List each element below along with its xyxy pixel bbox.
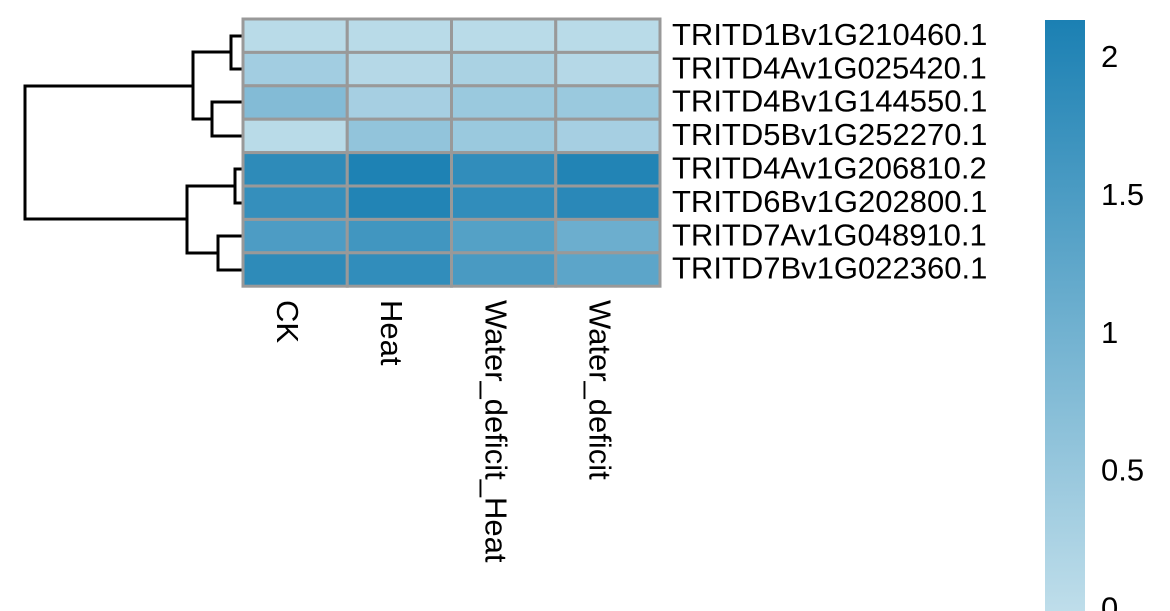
- row-label: TRITD4Av1G025420.1: [672, 50, 987, 85]
- heatmap-cell: [554, 117, 662, 155]
- heatmap-cell: [345, 84, 453, 121]
- colorbar-tick-label: 0: [1101, 591, 1118, 611]
- row-label: TRITD5Bv1G252270.1: [672, 117, 987, 152]
- heatmap-cell: [241, 117, 349, 155]
- row-label: TRITD4Av1G206810.2: [672, 150, 987, 185]
- heatmap-cell: [554, 184, 662, 221]
- heatmap-cell: [345, 217, 453, 255]
- column-label: CK: [270, 300, 305, 343]
- colorbar-tick-label: 1: [1101, 315, 1118, 350]
- heatmap-cell: [450, 151, 558, 188]
- column-label: Water_deficit_Heat: [478, 300, 513, 563]
- column-label: Water_deficit: [583, 300, 618, 480]
- heatmap-cell: [554, 84, 662, 121]
- heatmap-cell: [450, 251, 558, 288]
- colorbar: [1045, 20, 1085, 611]
- heatmap-cell: [345, 117, 453, 155]
- heatmap-cell: [450, 184, 558, 221]
- heatmap-cell: [450, 117, 558, 155]
- heatmap-cell: [241, 84, 349, 121]
- row-label: TRITD7Av1G048910.1: [672, 217, 987, 252]
- row-label: TRITD1Bv1G210460.1: [672, 17, 987, 52]
- heatmap-cell: [241, 17, 349, 54]
- heatmap-cell: [450, 17, 558, 54]
- heatmap-cell: [241, 251, 349, 288]
- colorbar-tick-label: 0.5: [1101, 453, 1144, 488]
- heatmap-cell: [554, 251, 662, 288]
- heatmap-cell: [554, 17, 662, 54]
- column-label: Heat: [374, 300, 409, 366]
- heatmap-cell: [241, 217, 349, 255]
- colorbar-tick-label: 1.5: [1101, 177, 1144, 212]
- row-label: TRITD4Bv1G144550.1: [672, 84, 987, 119]
- heatmap-cell: [554, 50, 662, 88]
- heatmap-cell: [241, 50, 349, 88]
- heatmap-cell: [345, 151, 453, 188]
- heatmap-cell: [450, 50, 558, 88]
- heatmap-cell: [554, 151, 662, 188]
- heatmap-cell: [345, 251, 453, 288]
- heatmap-cell: [241, 151, 349, 188]
- heatmap-cell: [345, 17, 453, 54]
- row-label: TRITD6Bv1G202800.1: [672, 184, 987, 219]
- heatmap-cell: [450, 217, 558, 255]
- row-label: TRITD7Bv1G022360.1: [672, 251, 987, 286]
- colorbar-tick-label: 2: [1101, 39, 1118, 74]
- heatmap-cell: [554, 217, 662, 255]
- heatmap-cell: [345, 184, 453, 221]
- heatmap-cell: [345, 50, 453, 88]
- row-dendrogram: [23, 34, 243, 272]
- heatmap-cell: [450, 84, 558, 121]
- heatmap-cell: [241, 184, 349, 221]
